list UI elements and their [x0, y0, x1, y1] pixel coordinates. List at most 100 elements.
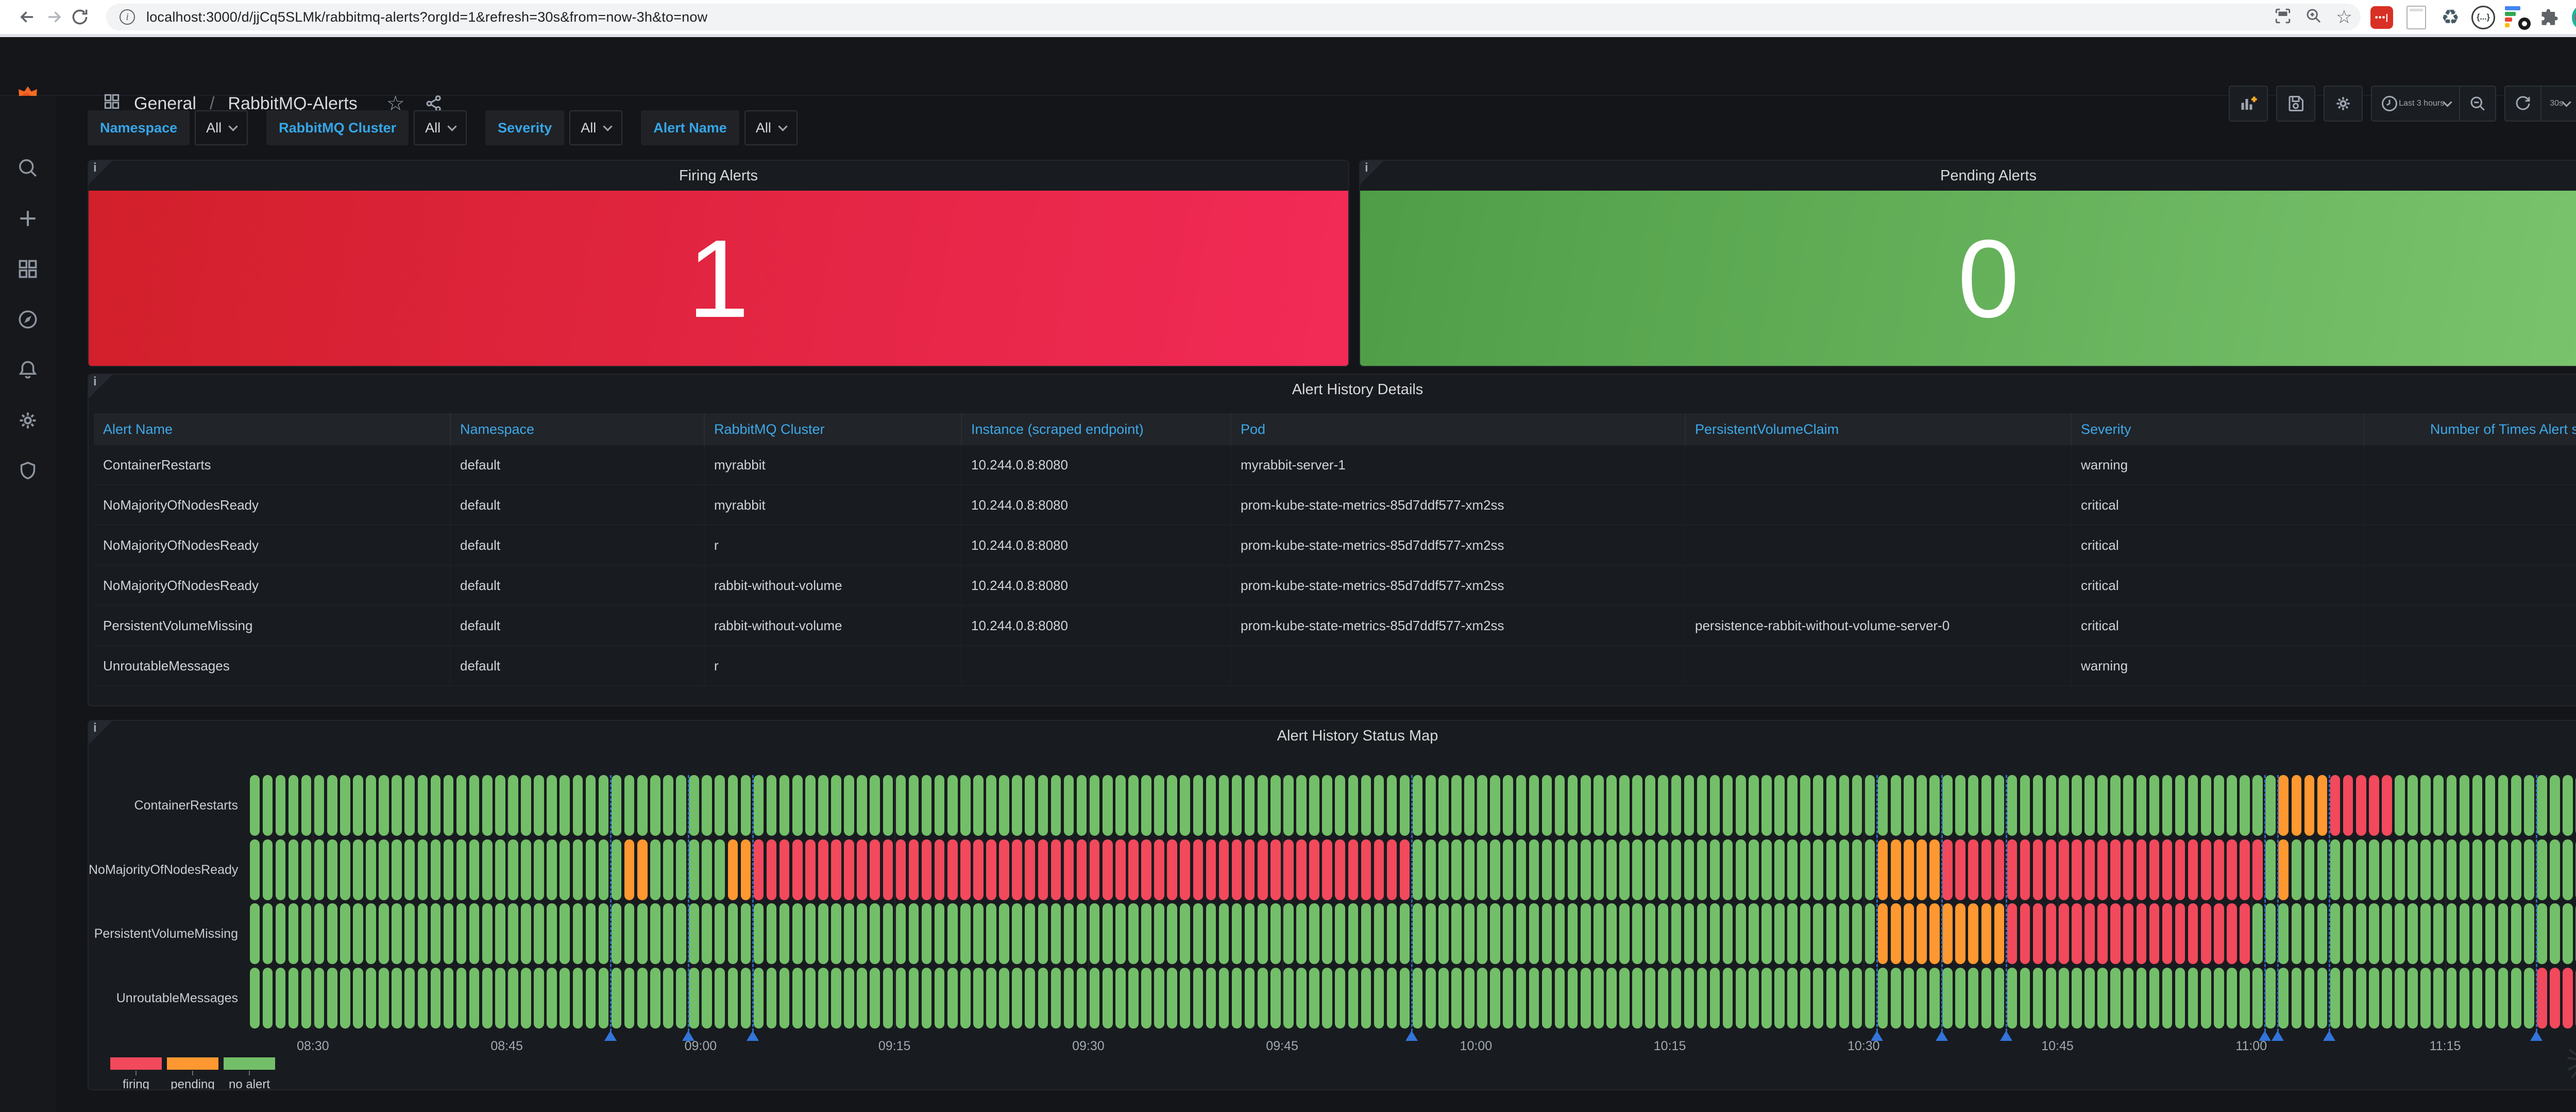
annotation-line[interactable]	[2006, 775, 2008, 1032]
panel-title-pending[interactable]: Pending Alerts	[1940, 167, 2037, 184]
panel-info-icon[interactable]: i	[89, 375, 112, 398]
breadcrumb-folder[interactable]: General	[134, 93, 196, 113]
table-column-header[interactable]: Alert Name	[94, 413, 451, 445]
status-bar	[1749, 903, 1759, 964]
alerting-bell-icon[interactable]	[0, 345, 56, 395]
browser-back-button[interactable]	[14, 4, 40, 30]
panel-info-icon[interactable]: i	[1360, 161, 1384, 184]
extension-password-manager-icon[interactable]: •••|	[2366, 3, 2397, 32]
status-bar	[1154, 775, 1164, 836]
statusmap-plot[interactable]	[248, 775, 2576, 1041]
extension-lighthouse-icon[interactable]	[2502, 3, 2533, 32]
dashboard-settings-button[interactable]	[2324, 86, 2363, 122]
create-plus-icon[interactable]	[0, 194, 56, 243]
status-bar	[999, 967, 1009, 1029]
status-bar	[2188, 839, 2198, 900]
annotation-line[interactable]	[752, 775, 754, 1032]
annotation-marker[interactable]	[604, 1031, 617, 1041]
panel-title-statusmap[interactable]: Alert History Status Map	[1277, 727, 1438, 744]
annotation-line[interactable]	[2329, 775, 2331, 1032]
status-bar	[275, 839, 286, 900]
status-bar	[469, 775, 480, 836]
status-bar	[1955, 967, 1965, 1029]
dashboards-icon[interactable]	[0, 244, 56, 294]
annotation-line[interactable]	[1941, 775, 1943, 1032]
address-bar[interactable]: i localhost:3000/d/jjCq5SLMk/rabbitmq-al…	[106, 4, 2361, 30]
annotation-marker[interactable]	[1871, 1031, 1884, 1041]
status-bar	[921, 903, 932, 964]
panel-info-icon[interactable]: i	[89, 721, 112, 745]
table-column-header[interactable]: Namespace	[451, 413, 705, 445]
table-column-header[interactable]: Severity	[2072, 413, 2365, 445]
annotation-line[interactable]	[2535, 775, 2537, 1032]
breadcrumb-dashboard[interactable]: RabbitMQ-Alerts	[228, 93, 358, 113]
filter-value-dropdown[interactable]: All	[744, 110, 798, 145]
legend-chip-no-alert[interactable]	[224, 1057, 275, 1070]
configuration-gear-icon[interactable]	[0, 396, 56, 445]
status-bar	[2355, 839, 2366, 900]
extension-json-braces-icon[interactable]: {...}	[2468, 3, 2499, 32]
status-bar	[2355, 967, 2366, 1029]
add-panel-button[interactable]	[2229, 86, 2268, 122]
filter-value-dropdown[interactable]: All	[414, 110, 467, 145]
annotation-line[interactable]	[1876, 775, 1878, 1032]
time-range-picker[interactable]: Last 3 hours	[2372, 87, 2459, 121]
table-column-header[interactable]: Pod	[1231, 413, 1686, 445]
panel-info-icon[interactable]: i	[89, 161, 112, 184]
status-bar	[1464, 903, 1475, 964]
panel-firing-alerts: i Firing Alerts 1	[88, 160, 1349, 367]
table-column-header[interactable]: Instance (scraped endpoint)	[962, 413, 1231, 445]
explore-compass-icon[interactable]	[0, 295, 56, 344]
save-dashboard-button[interactable]	[2276, 86, 2316, 122]
annotation-line[interactable]	[1411, 775, 1413, 1032]
table-column-header[interactable]: RabbitMQ Cluster	[705, 413, 962, 445]
status-bar	[1399, 775, 1410, 836]
status-bar	[689, 839, 699, 900]
statusmap-row-label: PersistentVolumeMissing	[94, 926, 238, 941]
extension-page-icon[interactable]	[2401, 3, 2432, 32]
legend-chip-firing[interactable]	[110, 1057, 162, 1070]
site-info-icon[interactable]: i	[120, 9, 135, 25]
annotation-marker[interactable]	[1935, 1031, 1948, 1041]
browser-reload-button[interactable]	[67, 4, 93, 30]
annotation-marker[interactable]	[747, 1031, 759, 1041]
annotation-marker[interactable]	[2271, 1031, 2284, 1041]
search-icon[interactable]	[0, 143, 56, 193]
annotation-marker[interactable]	[1405, 1031, 1418, 1041]
annotation-line[interactable]	[610, 775, 612, 1032]
annotation-marker[interactable]	[2258, 1031, 2271, 1041]
table-column-header[interactable]: PersistentVolumeClaim	[1686, 413, 2072, 445]
status-bar	[1761, 903, 1772, 964]
refresh-button[interactable]	[2505, 87, 2540, 121]
status-bar	[2045, 775, 2056, 836]
server-admin-shield-icon[interactable]	[0, 446, 56, 496]
annotation-line[interactable]	[687, 775, 689, 1032]
annotation-marker[interactable]	[2530, 1031, 2543, 1041]
status-bar	[1335, 967, 1345, 1029]
filter-value-dropdown[interactable]: All	[195, 110, 248, 145]
extension-recycle-icon[interactable]: ♻	[2441, 6, 2460, 29]
filter-value-dropdown[interactable]: All	[569, 110, 623, 145]
status-bar	[1632, 839, 1642, 900]
legend-chip-pending[interactable]	[167, 1057, 218, 1070]
extensions-puzzle-icon[interactable]	[2535, 3, 2566, 32]
url-text[interactable]: localhost:3000/d/jjCq5SLMk/rabbitmq-aler…	[146, 9, 708, 25]
annotation-line[interactable]	[2277, 775, 2279, 1032]
annotation-line[interactable]	[2264, 775, 2266, 1032]
zoom-out-time-button[interactable]	[2459, 87, 2495, 121]
bookmark-star-icon[interactable]: ☆	[2335, 6, 2352, 27]
browser-profile-avatar[interactable]	[2570, 3, 2576, 32]
panel-title-firing[interactable]: Firing Alerts	[679, 167, 758, 184]
annotation-marker[interactable]	[682, 1031, 694, 1041]
status-bar	[1361, 775, 1371, 836]
table-column-header[interactable]: Number of Times Alert started	[2365, 413, 2576, 445]
annotation-marker[interactable]	[2323, 1031, 2336, 1041]
annotation-marker[interactable]	[2000, 1031, 2013, 1041]
panel-title-table[interactable]: Alert History Details	[1292, 381, 1423, 398]
zoom-in-page-icon[interactable]	[2305, 7, 2323, 27]
browser-forward-button[interactable]	[41, 4, 67, 30]
tab-groups-icon[interactable]	[2274, 7, 2292, 27]
refresh-interval-dropdown[interactable]: 30s	[2540, 87, 2576, 121]
status-bar	[1490, 967, 1500, 1029]
